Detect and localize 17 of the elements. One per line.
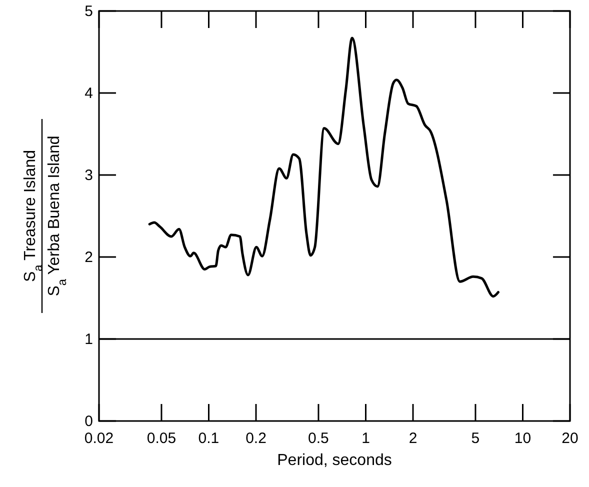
x-tick-label: 2 <box>408 430 418 447</box>
x-tick-label: 10 <box>514 430 532 447</box>
y-tick-label: 0 <box>84 413 93 430</box>
x-tick-label: 20 <box>562 430 578 447</box>
x-tick-label: 5 <box>471 430 480 447</box>
y-tick-label: 4 <box>84 85 93 102</box>
x-tick-label: 1 <box>362 430 370 447</box>
y-tick-label: 3 <box>84 167 93 184</box>
x-tick-label: 0.5 <box>308 430 329 447</box>
x-tick-label: 0.1 <box>198 430 220 447</box>
y-tick-label: 5 <box>84 3 93 20</box>
x-axis-title: Period, seconds <box>277 452 392 469</box>
x-tick-label: 0.2 <box>246 430 266 447</box>
y-tick-label: 2 <box>84 249 93 266</box>
x-tick-label: 0.05 <box>146 430 176 447</box>
x-tick-label: 0.02 <box>84 430 114 447</box>
y-tick-label: 1 <box>84 331 93 348</box>
